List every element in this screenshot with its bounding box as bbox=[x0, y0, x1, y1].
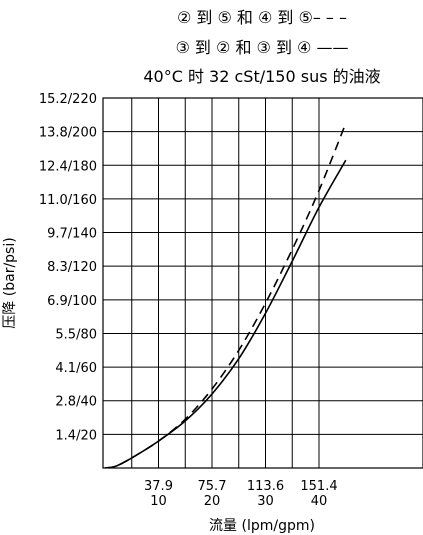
x-tick-label-gpm: 20 bbox=[204, 494, 221, 509]
y-tick-label: 6.9/100 bbox=[47, 294, 97, 309]
x-axis-label: 流量 (lpm/gpm) bbox=[209, 518, 315, 534]
y-tick-label: 11.0/160 bbox=[39, 193, 97, 208]
x-tick-label-gpm: 30 bbox=[257, 494, 274, 509]
y-tick-label: 9.7/140 bbox=[47, 227, 97, 242]
y-tick-label: 5.5/80 bbox=[55, 327, 97, 342]
chart-title: ② 到 ⑤ 和 ④ 到 ⑤– – – ③ 到 ② 和 ③ 到 ④ —— 40°C… bbox=[143, 8, 380, 86]
y-axis-label: 压降 (bar/psi) bbox=[2, 237, 18, 328]
title-line-1: ② 到 ⑤ 和 ④ 到 ⑤– – – bbox=[177, 8, 347, 27]
series-line-solid bbox=[104, 159, 347, 468]
x-tick-labels: 37.910 75.720 113.630 151.440 bbox=[144, 479, 338, 509]
y-tick-label: 4.1/60 bbox=[55, 361, 97, 376]
y-tick-label: 1.4/20 bbox=[55, 428, 97, 443]
y-tick-label: 15.2/220 bbox=[39, 92, 97, 107]
x-tick-label-lpm: 37.9 bbox=[144, 479, 173, 494]
x-tick-label-lpm: 151.4 bbox=[300, 479, 337, 494]
series-line-dashed bbox=[104, 122, 347, 468]
x-tick-label-gpm: 10 bbox=[150, 494, 167, 509]
x-tick-label-lpm: 75.7 bbox=[198, 479, 227, 494]
x-tick-label-gpm: 40 bbox=[311, 494, 328, 509]
y-tick-label: 13.8/200 bbox=[39, 126, 97, 141]
grid bbox=[103, 98, 423, 468]
series-lines bbox=[104, 122, 347, 468]
title-line-2: ③ 到 ② 和 ③ 到 ④ —— bbox=[176, 38, 349, 57]
y-tick-label: 8.3/120 bbox=[47, 260, 97, 275]
title-line-3: 40°C 时 32 cSt/150 sus 的油液 bbox=[143, 67, 380, 86]
plot-frame bbox=[102, 97, 423, 469]
y-tick-label: 2.8/40 bbox=[55, 395, 97, 410]
x-tick-label-lpm: 113.6 bbox=[247, 479, 284, 494]
y-tick-labels: 1.4/20 2.8/40 4.1/60 5.5/80 6.9/100 8.3/120 9.… bbox=[39, 92, 97, 443]
y-tick-label: 12.4/180 bbox=[39, 159, 97, 174]
